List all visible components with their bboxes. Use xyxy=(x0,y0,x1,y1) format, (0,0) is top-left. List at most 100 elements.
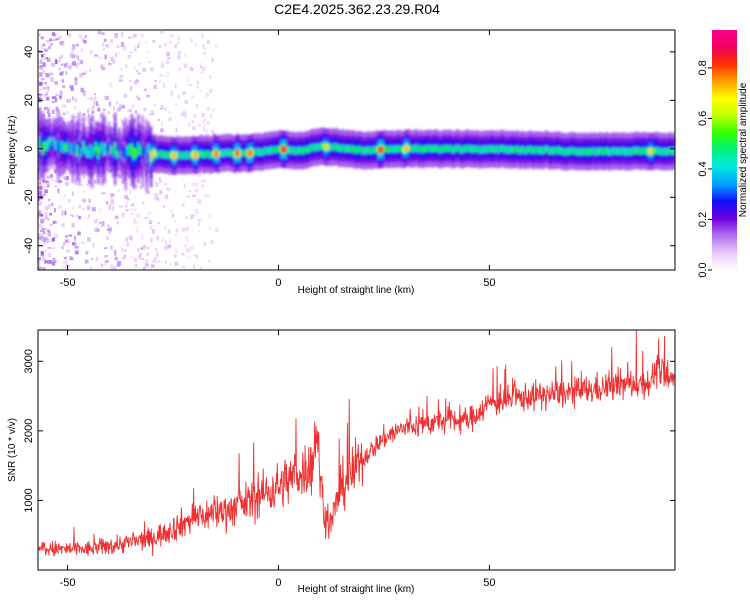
noise-speck xyxy=(91,110,95,114)
noise-speck xyxy=(55,97,58,102)
noise-speck xyxy=(158,180,161,184)
noise-speck xyxy=(43,236,48,240)
noise-speck xyxy=(208,88,213,94)
noise-speck xyxy=(48,38,52,42)
noise-speck xyxy=(77,62,80,65)
noise-speck xyxy=(74,242,77,246)
noise-speck xyxy=(121,256,124,260)
noise-speck xyxy=(39,174,44,178)
noise-speck xyxy=(38,185,42,191)
noise-speck xyxy=(163,205,166,208)
band-cell xyxy=(550,147,554,155)
noise-speck xyxy=(100,192,103,195)
noise-speck xyxy=(89,69,91,72)
noise-speck xyxy=(81,72,86,75)
noise-speck xyxy=(42,53,45,57)
band-cell xyxy=(383,145,387,152)
noise-speck xyxy=(160,179,162,183)
y-tick-label: 40 xyxy=(23,46,35,58)
noise-speck xyxy=(108,62,111,65)
noise-speck xyxy=(60,71,65,73)
noise-speck xyxy=(142,244,146,248)
band-cell xyxy=(658,147,661,155)
band-cell xyxy=(318,143,322,151)
band-cell xyxy=(229,149,233,157)
noise-speck xyxy=(62,112,66,115)
band-cell xyxy=(295,147,298,155)
noise-speck xyxy=(42,186,46,192)
noise-speck xyxy=(72,61,76,66)
band-cell xyxy=(135,148,138,158)
noise-speck xyxy=(129,189,132,195)
noise-speck xyxy=(80,183,85,186)
noise-speck xyxy=(157,119,160,121)
noise-speck xyxy=(215,227,219,233)
band-cell xyxy=(255,148,258,156)
noise-speck xyxy=(167,173,170,176)
band-cell xyxy=(232,150,235,158)
noise-speck xyxy=(182,91,186,95)
noise-speck xyxy=(46,85,49,89)
band-cell xyxy=(523,147,526,154)
band-cell xyxy=(179,152,182,160)
noise-speck xyxy=(45,239,49,243)
noise-speck xyxy=(169,41,172,44)
band-cell xyxy=(151,150,155,158)
noise-speck xyxy=(38,193,41,197)
noise-speck xyxy=(181,179,184,182)
band-cell xyxy=(94,142,98,152)
noise-speck xyxy=(82,113,86,116)
noise-speck xyxy=(78,59,82,63)
noise-speck xyxy=(47,199,51,201)
noise-speck xyxy=(55,93,59,97)
noise-speck xyxy=(52,220,55,224)
band-cell xyxy=(92,146,96,156)
band-cell xyxy=(183,152,187,160)
noise-speck xyxy=(205,93,210,97)
noise-speck xyxy=(53,39,56,41)
noise-speck xyxy=(159,176,161,182)
noise-speck xyxy=(175,228,179,233)
noise-speck xyxy=(64,194,67,198)
noise-speck xyxy=(74,116,78,119)
noise-speck xyxy=(201,33,204,39)
band-cell xyxy=(278,145,281,153)
noise-speck xyxy=(184,113,187,118)
noise-speck xyxy=(107,228,111,231)
band-cell xyxy=(324,143,328,151)
noise-speck xyxy=(174,261,179,266)
noise-speck xyxy=(99,114,103,118)
spectrogram-x-ticks: -50 0 50 xyxy=(60,30,496,289)
noise-speck xyxy=(38,257,42,261)
noise-speck xyxy=(54,208,56,213)
noise-speck xyxy=(106,201,109,205)
noise-speck xyxy=(188,189,192,193)
noise-speck xyxy=(88,198,91,203)
band-cell xyxy=(225,149,229,156)
band-cell xyxy=(464,145,467,153)
band-cell xyxy=(495,145,499,153)
noise-speck xyxy=(90,97,93,101)
band-cell xyxy=(257,148,260,156)
noise-speck xyxy=(97,30,102,35)
noise-speck xyxy=(78,215,81,220)
band-cell xyxy=(141,145,144,159)
noise-speck xyxy=(103,38,107,43)
noise-speck xyxy=(74,97,78,103)
noise-speck xyxy=(134,97,138,99)
noise-speck xyxy=(167,72,170,74)
band-cell xyxy=(434,144,438,152)
noise-speck xyxy=(148,60,151,63)
noise-speck xyxy=(86,127,90,131)
band-cell xyxy=(75,144,79,156)
band-cell xyxy=(525,146,528,154)
noise-speck xyxy=(154,193,159,198)
noise-speck xyxy=(115,101,119,105)
noise-speck xyxy=(183,183,186,189)
band-cell xyxy=(461,146,465,153)
band-cell xyxy=(407,144,410,152)
spectrogram-x-label: Height of straight line (km) xyxy=(298,285,415,296)
band-cell xyxy=(419,145,423,152)
band-cell xyxy=(535,146,539,154)
band-cell xyxy=(352,145,355,153)
